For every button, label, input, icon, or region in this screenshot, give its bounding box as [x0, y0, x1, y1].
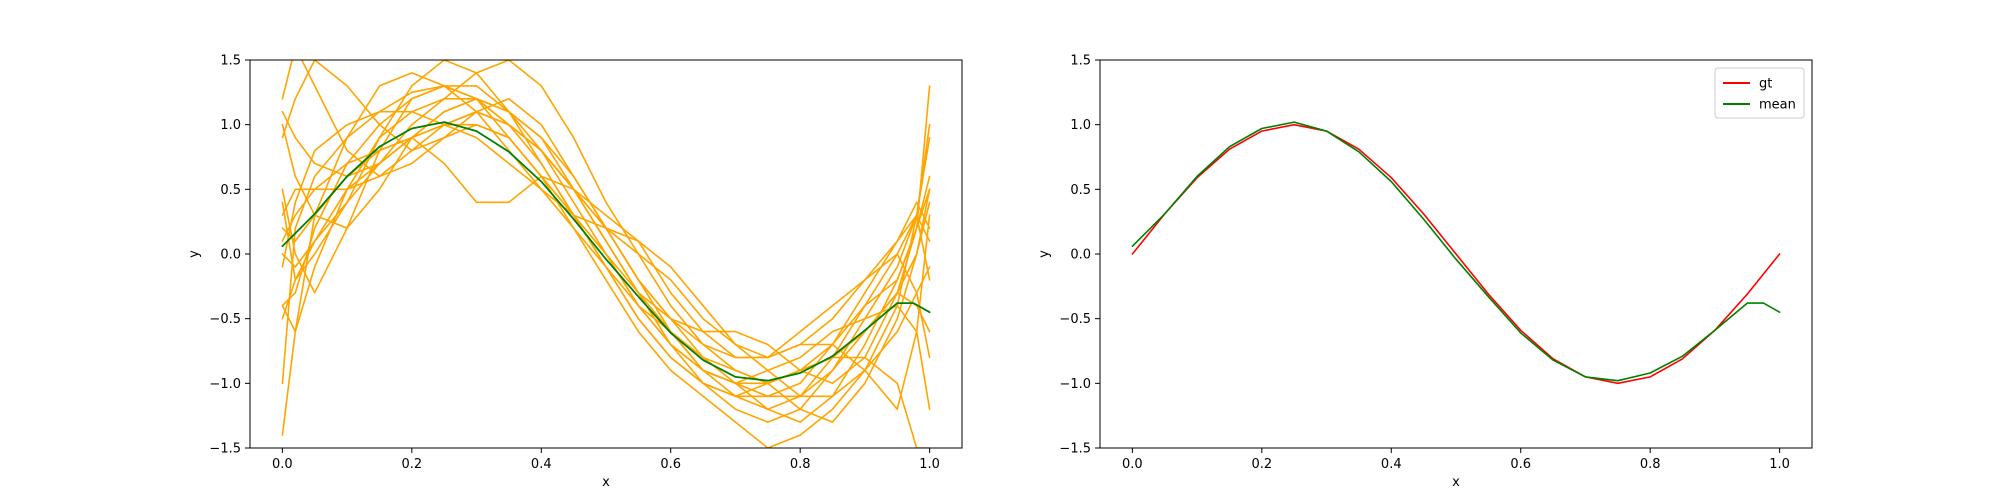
legend-label-gt: gt — [1759, 77, 1772, 92]
sample-line-14 — [281, 85, 931, 385]
y-tick-label: −1.5 — [1059, 442, 1091, 457]
right-chart-panel: 0.0 0.2 0.4 0.6 0.8 1.0 −1.5 −1.0 −0.5 0.0 0.5 1.0 1… — [1037, 54, 1813, 490]
x-tick-label: 0.2 — [401, 457, 422, 472]
x-tick-label: 0.8 — [790, 457, 811, 472]
sample-line-1 — [281, 85, 931, 385]
y-tick-label: 0.0 — [1070, 248, 1091, 263]
y-tick-label: 1.0 — [1070, 118, 1091, 133]
x-tick-label: 0.4 — [1381, 457, 1402, 472]
legend-label-mean: mean — [1759, 98, 1796, 113]
y-tick-label: 1.5 — [220, 54, 241, 69]
sample-line-4 — [281, 60, 931, 385]
left-chart-panel: 0.0 0.2 0.4 0.6 0.8 1.0 −1.5 −1.0 −0.5 0.0 0.5 1.0 1… — [187, 54, 963, 490]
x-axis-label: x — [602, 475, 610, 490]
x-tick-label: 1.0 — [919, 457, 940, 472]
plot-area — [1131, 121, 1781, 385]
y-axis-label: y — [187, 250, 202, 258]
y-tick-label: −0.5 — [209, 312, 241, 327]
x-tick-label: 1.0 — [1769, 457, 1790, 472]
x-tick-label: 0.6 — [660, 457, 681, 472]
y-tick-label: −1.0 — [1059, 377, 1091, 392]
y-axis-label: y — [1037, 250, 1052, 258]
x-tick-label: 0.4 — [531, 457, 552, 472]
series-line-gt-0 — [1131, 123, 1781, 385]
series-line-mean-1 — [1131, 121, 1781, 382]
legend-frame — [1714, 67, 1805, 119]
y-tick-label: −1.0 — [209, 377, 241, 392]
x-axis-label: x — [1452, 475, 1460, 490]
x-tick-label: 0.6 — [1510, 457, 1531, 472]
sample-line-0 — [281, 85, 931, 410]
y-tick-label: 0.0 — [220, 248, 241, 263]
y-tick-label: 0.5 — [220, 183, 241, 198]
x-tick-label: 0.0 — [1122, 457, 1143, 472]
y-tick-label: 0.5 — [1070, 183, 1091, 198]
x-tick-label: 0.2 — [1251, 457, 1272, 472]
plot-area — [281, 60, 931, 448]
y-tick-label: −1.5 — [209, 442, 241, 457]
sample-line-13 — [281, 110, 931, 398]
legend: gt mean — [1714, 67, 1805, 119]
sample-line-8 — [281, 136, 931, 359]
y-tick-label: −0.5 — [1059, 312, 1091, 327]
y-tick-label: 1.5 — [1070, 54, 1091, 69]
sample-line-10 — [281, 123, 931, 448]
sample-line-15 — [281, 98, 931, 398]
mean-line-0 — [281, 121, 931, 382]
x-tick-label: 0.8 — [1640, 457, 1661, 472]
x-tick-label: 0.0 — [272, 457, 293, 472]
y-tick-label: 1.0 — [220, 118, 241, 133]
